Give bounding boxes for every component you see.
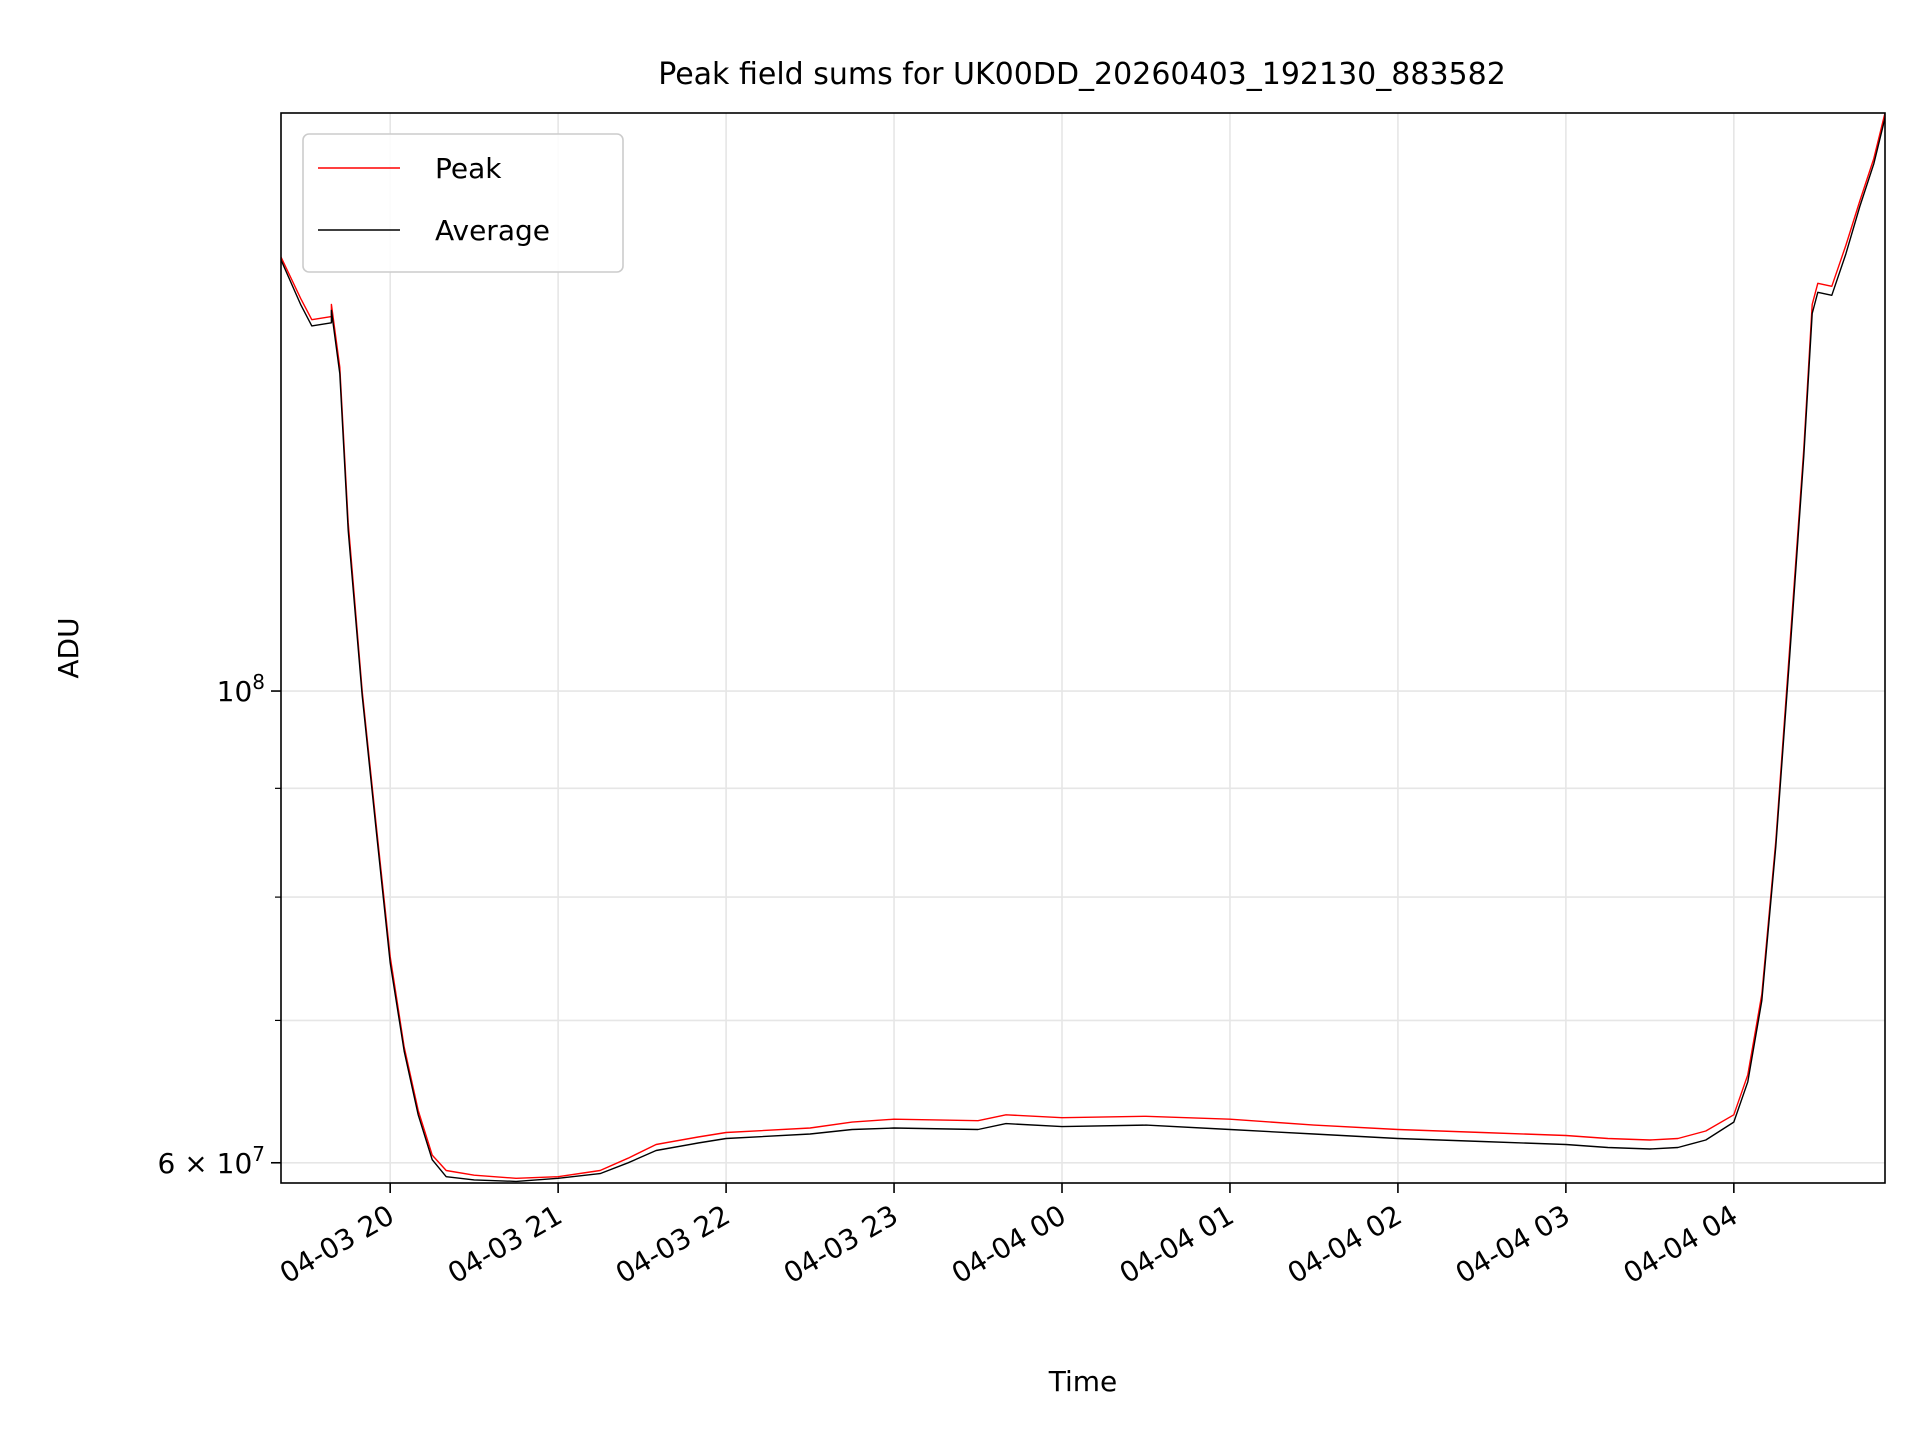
y-tick-label: 6 × 107 [158, 1142, 265, 1180]
series-lines [281, 113, 1885, 1183]
y-axis: 6 × 107 108 [158, 670, 281, 1180]
chart-title: Peak field sums for UK00DD_20260403_1921… [658, 57, 1506, 92]
y-tick-label: 108 [217, 670, 265, 708]
grid [281, 113, 1885, 1183]
x-axis-label: Time [1048, 1365, 1118, 1398]
legend-label-peak: Peak [435, 152, 502, 185]
y-axis-label: ADU [52, 617, 85, 678]
series-line-average [281, 117, 1885, 1183]
legend-label-average: Average [435, 214, 550, 247]
legend: Peak Average [302, 133, 624, 273]
plot-frame [280, 112, 1886, 1184]
